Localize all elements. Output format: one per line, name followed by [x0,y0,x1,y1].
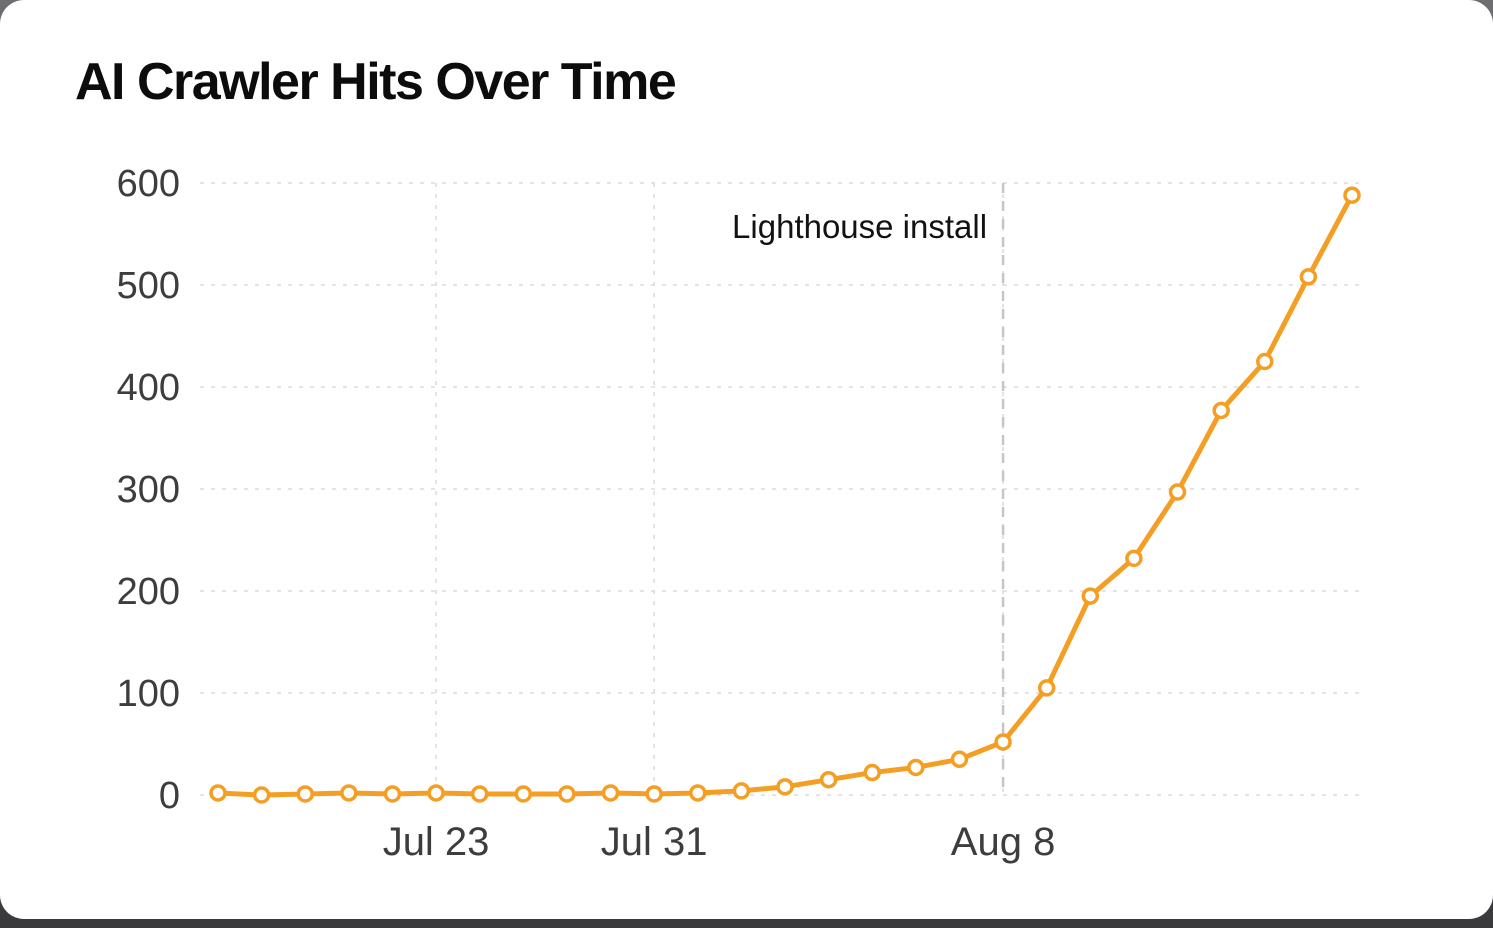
data-point-marker [950,750,969,769]
data-point-marker [1081,587,1100,605]
x-tick-label: Jul 23 [383,820,490,864]
y-tick-label: 300 [117,469,180,511]
x-tick-label: Aug 8 [951,820,1056,864]
data-point-marker [1037,679,1056,697]
data-point-marker [1256,352,1274,371]
data-point-marker [1168,483,1187,501]
data-point-marker [1343,186,1361,204]
y-tick-label: 500 [117,265,180,307]
data-point-marker [601,784,620,802]
data-point-marker [427,784,445,802]
data-point-marker [296,785,314,803]
chart-title: AI Crawler Hits Over Time [75,53,677,111]
data-point-marker [689,784,707,802]
data-point-marker [1299,268,1318,286]
data-point-marker [209,784,227,802]
data-point-marker [732,782,751,800]
data-point-marker [470,785,489,803]
data-point-marker [1125,549,1143,568]
data-point-marker [340,784,358,802]
y-tick-label: 400 [117,367,180,409]
data-point-marker [252,786,271,804]
data-point-marker [514,785,533,803]
x-tick-label: Jul 31 [601,820,708,864]
annotation-label: Lighthouse install [732,208,987,245]
data-point-marker [1212,401,1230,420]
y-tick-label: 0 [159,775,180,817]
data-point-marker [863,763,881,782]
y-tick-label: 200 [117,571,180,613]
data-point-marker [907,758,925,777]
y-tick-label: 600 [117,163,180,205]
y-tick-label: 100 [117,673,180,715]
data-point-marker [776,778,794,796]
data-point-marker [645,785,663,803]
data-point-marker [819,770,838,789]
data-point-marker [383,785,402,803]
data-point-marker [558,785,576,803]
data-point-marker [994,733,1012,751]
